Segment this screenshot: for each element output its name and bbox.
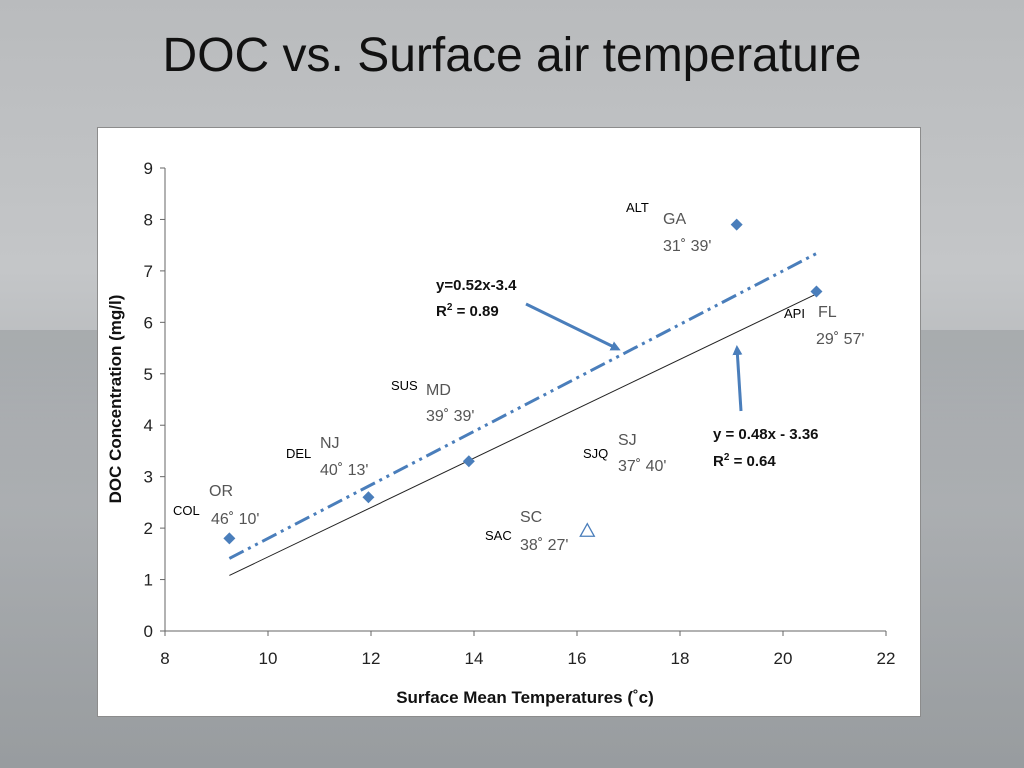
y-tick-label: 6 bbox=[144, 313, 153, 332]
data-point-col bbox=[223, 532, 236, 545]
y-tick-label: 2 bbox=[144, 519, 153, 538]
label-code-alt: ALT bbox=[626, 200, 649, 215]
x-tick-label: 8 bbox=[160, 649, 169, 668]
trendline-solid bbox=[229, 293, 817, 576]
label-state-md: MD bbox=[426, 382, 451, 399]
x-tick-label: 20 bbox=[774, 649, 793, 668]
y-ticks: 0 1 2 3 4 5 6 7 8 9 bbox=[144, 159, 165, 641]
label-state-fl: FL bbox=[818, 304, 837, 321]
data-point-alt bbox=[730, 218, 743, 231]
arrow-to-dashdot bbox=[525, 302, 621, 351]
data-point-api bbox=[810, 285, 823, 298]
label-lat-ga: 31˚ 39' bbox=[663, 238, 711, 255]
data-point-sac bbox=[579, 522, 596, 537]
label-code-col: COL bbox=[173, 503, 200, 518]
label-lat-sj: 37˚ 40' bbox=[618, 458, 666, 475]
r2-dashdot: R2 = 0.89 bbox=[436, 302, 499, 320]
y-axis-title: DOC Concentration (mg/l) bbox=[106, 295, 125, 504]
label-code-sus: SUS bbox=[391, 378, 418, 393]
x-ticks: 8 10 12 14 16 18 20 22 bbox=[160, 631, 895, 668]
x-tick-label: 22 bbox=[877, 649, 896, 668]
label-state-ga: GA bbox=[663, 211, 686, 228]
slide-title: DOC vs. Surface air temperature bbox=[162, 29, 862, 82]
y-tick-label: 1 bbox=[144, 571, 153, 590]
x-tick-label: 18 bbox=[671, 649, 690, 668]
label-code-api: API bbox=[784, 306, 805, 321]
y-tick-label: 5 bbox=[144, 365, 153, 384]
label-code-del: DEL bbox=[286, 446, 311, 461]
x-tick-label: 10 bbox=[259, 649, 278, 668]
label-lat-or: 46˚ 10' bbox=[211, 511, 259, 528]
label-lat-nj: 40˚ 13' bbox=[320, 462, 368, 479]
label-lat-sc: 38˚ 27' bbox=[520, 537, 568, 554]
label-lat-md: 39˚ 39' bbox=[426, 408, 474, 425]
r2-solid: R2 = 0.64 bbox=[713, 452, 776, 470]
equation-dashdot: y=0.52x-3.4 bbox=[436, 277, 517, 294]
y-tick-label: 0 bbox=[144, 622, 153, 641]
label-state-nj: NJ bbox=[320, 435, 340, 452]
data-points bbox=[223, 218, 823, 545]
y-tick-label: 3 bbox=[144, 468, 153, 487]
data-point-sus bbox=[462, 455, 475, 468]
x-tick-label: 12 bbox=[362, 649, 381, 668]
equation-solid: y = 0.48x - 3.36 bbox=[713, 426, 819, 443]
label-state-or: OR bbox=[209, 483, 233, 500]
x-tick-label: 16 bbox=[568, 649, 587, 668]
y-tick-label: 7 bbox=[144, 262, 153, 281]
arrow-to-solid bbox=[732, 345, 743, 412]
y-tick-label: 4 bbox=[144, 416, 153, 435]
y-tick-label: 8 bbox=[144, 210, 153, 229]
x-tick-label: 14 bbox=[465, 649, 484, 668]
label-state-sj: SJ bbox=[618, 432, 637, 449]
y-tick-label: 9 bbox=[144, 159, 153, 178]
label-code-sac: SAC bbox=[485, 528, 512, 543]
x-axis-title: Surface Mean Temperatures (˚c) bbox=[396, 688, 654, 707]
label-code-sjq: SJQ bbox=[583, 446, 608, 461]
data-point-del bbox=[362, 491, 375, 504]
label-lat-fl: 29˚ 57' bbox=[816, 331, 864, 348]
label-state-sc: SC bbox=[520, 509, 542, 526]
